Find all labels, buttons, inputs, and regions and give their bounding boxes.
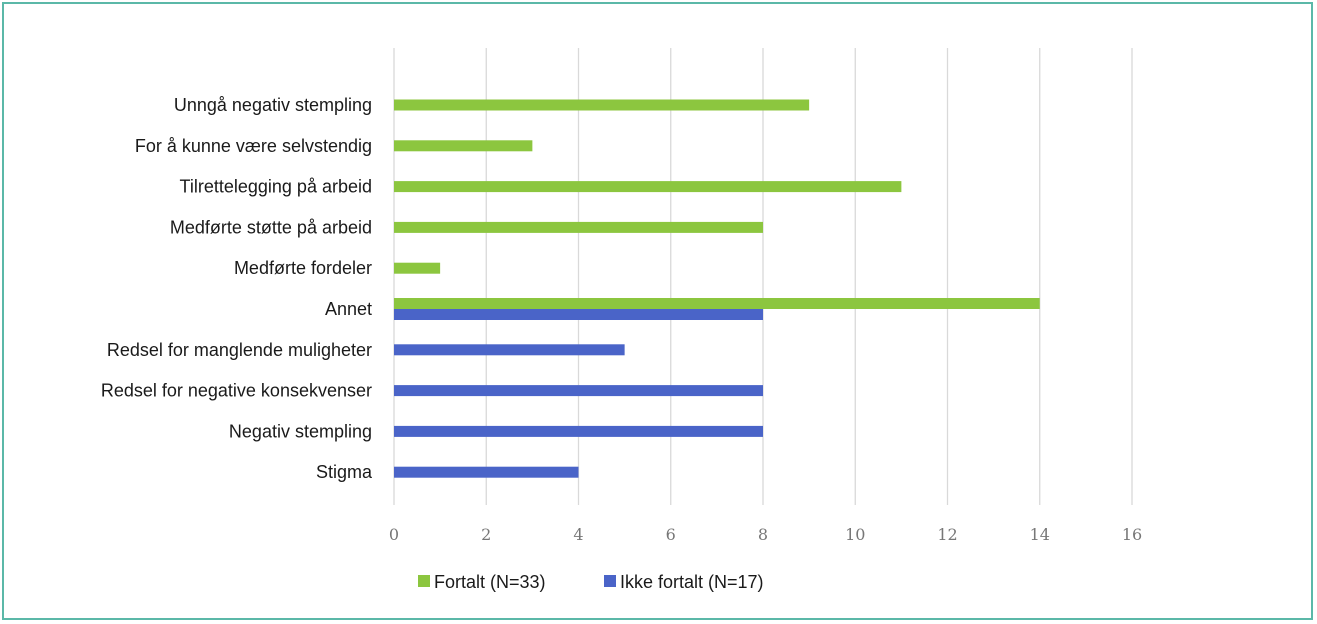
x-tick-label: 2 (481, 525, 491, 544)
x-tick-label: 14 (1030, 525, 1050, 544)
bar-fortalt (394, 140, 533, 152)
category-label: Annet (325, 299, 372, 319)
x-tick-label: 8 (758, 525, 768, 544)
category-label: Medførte fordeler (234, 258, 372, 278)
bar-fortalt (394, 298, 1040, 309)
category-label: Stigma (316, 462, 373, 482)
bar-fortalt (394, 262, 441, 274)
bar-ikke-fortalt (394, 466, 579, 478)
legend: Fortalt (N=33) Ikke fortalt (N=17) (418, 572, 764, 592)
x-tick-label: 6 (666, 525, 676, 544)
category-label: Unngå negativ stempling (174, 95, 372, 115)
bar-ikke-fortalt (394, 309, 763, 320)
x-tick-label: 12 (937, 525, 957, 544)
x-tick-label: 4 (573, 525, 583, 544)
category-label: Redsel for manglende muligheter (107, 340, 372, 360)
legend-label: Fortalt (N=33) (434, 572, 546, 592)
bar-ikke-fortalt (394, 425, 763, 437)
category-label: Tilrettelegging på arbeid (180, 177, 372, 197)
x-tick-label: 0 (389, 525, 399, 544)
x-tick-labels: 0 2 4 6 8 10 12 14 16 (389, 525, 1142, 544)
legend-swatch (604, 575, 616, 587)
bar-ikke-fortalt (394, 344, 625, 356)
category-label: For å kunne være selvstendig (135, 136, 372, 156)
bar-fortalt (394, 221, 763, 233)
bar-fortalt (394, 181, 902, 193)
bar-fortalt (394, 99, 810, 111)
bar-ikke-fortalt (394, 385, 763, 397)
category-labels: Unngå negativ stempling For å kunne være … (101, 95, 373, 482)
category-label: Redsel for negative konsekvenser (101, 381, 372, 401)
x-tick-label: 16 (1122, 525, 1142, 544)
bars (394, 99, 1040, 478)
legend-swatch (418, 575, 430, 587)
x-tick-label: 10 (845, 525, 865, 544)
legend-label: Ikke fortalt (N=17) (620, 572, 764, 592)
category-label: Medførte støtte på arbeid (170, 217, 372, 237)
category-label: Negativ stempling (229, 421, 372, 441)
